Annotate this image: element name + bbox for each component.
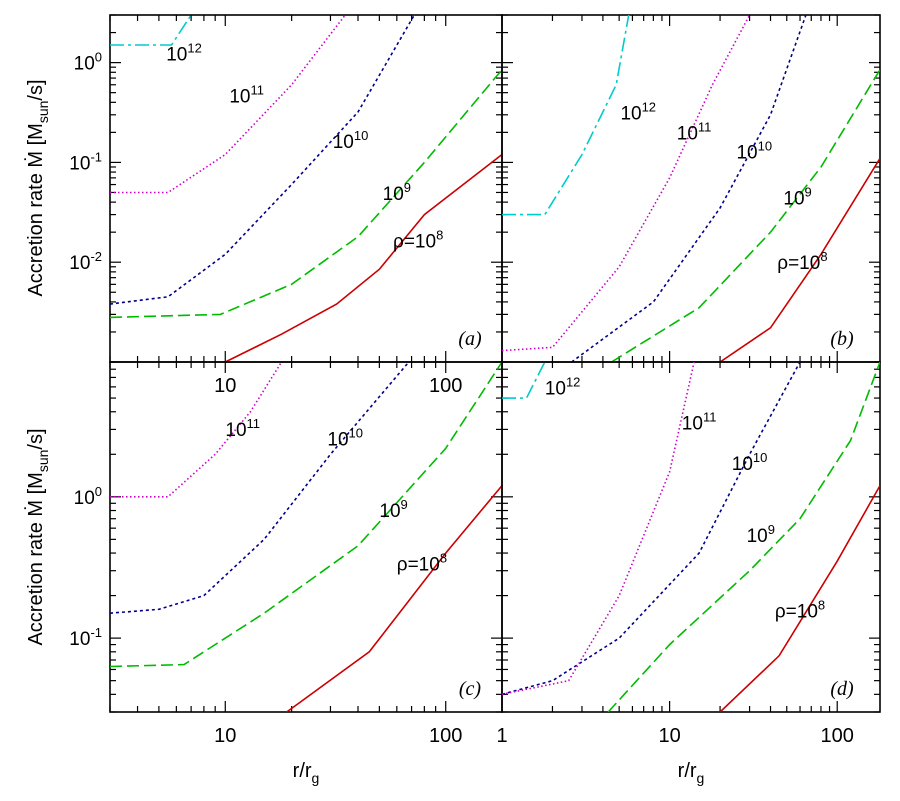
- series-line-rho_1e8: [286, 485, 502, 712]
- curve-label-rho_1e9: 109: [383, 180, 411, 205]
- x-axis-title: r/rg: [678, 760, 705, 786]
- x-tick-label: 10: [658, 725, 680, 747]
- curve-label-rho_1e9: 109: [783, 184, 811, 209]
- series-line-rho_1e10: [502, 362, 801, 696]
- panel-d: ρ=108 109 1010 1011 1012 (d) 1 10 100: [496, 361, 881, 747]
- x-tick-label: 10: [214, 375, 236, 397]
- series-line-rho_1e11: [502, 362, 695, 696]
- curve-label-rho_1e8: ρ=108: [397, 551, 447, 576]
- axis-ticks: [109, 14, 502, 363]
- series-line-rho_1e10: [110, 362, 410, 614]
- curve-label-rho_1e11: 1011: [682, 409, 717, 434]
- curve-label-rho_1e9: 109: [379, 497, 407, 522]
- panel-tag: (b): [830, 328, 854, 350]
- curve-label-rho_1e11: 1011: [225, 416, 260, 441]
- curve-label-rho_1e12: 1012: [620, 99, 656, 124]
- y-tick-label: 10-1: [69, 149, 102, 174]
- curve-label-rho_1e10: 1010: [732, 450, 768, 475]
- panel-frame: [501, 14, 881, 363]
- panel-tag: (d): [830, 678, 854, 700]
- panel-a: ρ=108 109 1010 1011 1012 (a) 100 10-1 10-2 10 100: [69, 14, 503, 397]
- y-tick-label: 100: [74, 484, 102, 509]
- series-line-rho_1e10: [571, 15, 807, 362]
- curve-label-rho_1e8: ρ=108: [393, 228, 443, 253]
- x-axis-title: r/rg: [293, 760, 320, 786]
- series-line-rho_1e8: [719, 485, 880, 712]
- y-axis-title: Accretion rate Ṁ [Msun/s]: [24, 79, 51, 296]
- series-line-rho_1e12: [502, 362, 546, 399]
- axis-ticks: [501, 14, 880, 363]
- y-tick-label: 10-1: [69, 625, 102, 650]
- series-line-rho_1e9: [110, 69, 502, 319]
- y-tick-label: 100: [74, 50, 102, 75]
- panel-frame: [109, 14, 503, 363]
- curve-label-rho_1e8: ρ=108: [775, 597, 825, 622]
- axis-ticks: [109, 361, 502, 713]
- series-line-rho_1e9: [611, 69, 880, 362]
- curves: [502, 362, 880, 712]
- series-line-rho_1e8: [224, 153, 502, 362]
- panel-c: ρ=108 109 1010 1011 (c) 100 10-1 10 100: [69, 361, 503, 747]
- curve-label-rho_1e8: ρ=108: [777, 249, 827, 274]
- series-line-rho_1e9: [607, 362, 880, 712]
- curve-label-rho_1e10: 1010: [327, 426, 363, 451]
- y-axis-title: Accretion rate Ṁ [Msun/s]: [24, 428, 51, 645]
- series-line-rho_1e11: [110, 362, 283, 498]
- series-line-rho_1e8: [719, 157, 880, 362]
- x-tick-label: 100: [821, 725, 854, 747]
- series-line-rho_1e12: [110, 15, 192, 46]
- curve-label-rho_1e12: 1012: [166, 40, 202, 65]
- curve-label-rho_1e11: 1011: [229, 82, 264, 107]
- curves: [110, 15, 502, 362]
- series-line-rho_1e11: [502, 15, 751, 352]
- curve-label-rho_1e11: 1011: [677, 119, 712, 144]
- series-line-rho_1e11: [110, 15, 346, 194]
- panel-frame: [501, 361, 881, 713]
- curve-label-rho_1e12: 1012: [545, 374, 581, 399]
- curve-label-rho_1e10: 1010: [333, 128, 369, 153]
- x-tick-label: 100: [429, 725, 462, 747]
- curve-label-rho_1e10: 1010: [736, 138, 772, 163]
- x-tick-label: 100: [429, 375, 462, 397]
- y-tick-label: 10-2: [69, 249, 102, 274]
- panel-tag: (a): [458, 328, 482, 350]
- curves: [502, 15, 880, 362]
- x-tick-label: 10: [214, 725, 236, 747]
- series-line-rho_1e9: [110, 362, 502, 668]
- series-line-rho_1e12: [502, 15, 630, 216]
- panel-frame: [109, 361, 503, 713]
- x-tick-label: 1: [496, 725, 507, 747]
- curves: [110, 362, 502, 712]
- series-line-rho_1e10: [110, 15, 415, 305]
- panel-b: ρ=108 109 1010 1011 1012 (b): [501, 14, 881, 363]
- panel-tag: (c): [459, 678, 482, 700]
- curve-label-rho_1e9: 109: [747, 522, 775, 547]
